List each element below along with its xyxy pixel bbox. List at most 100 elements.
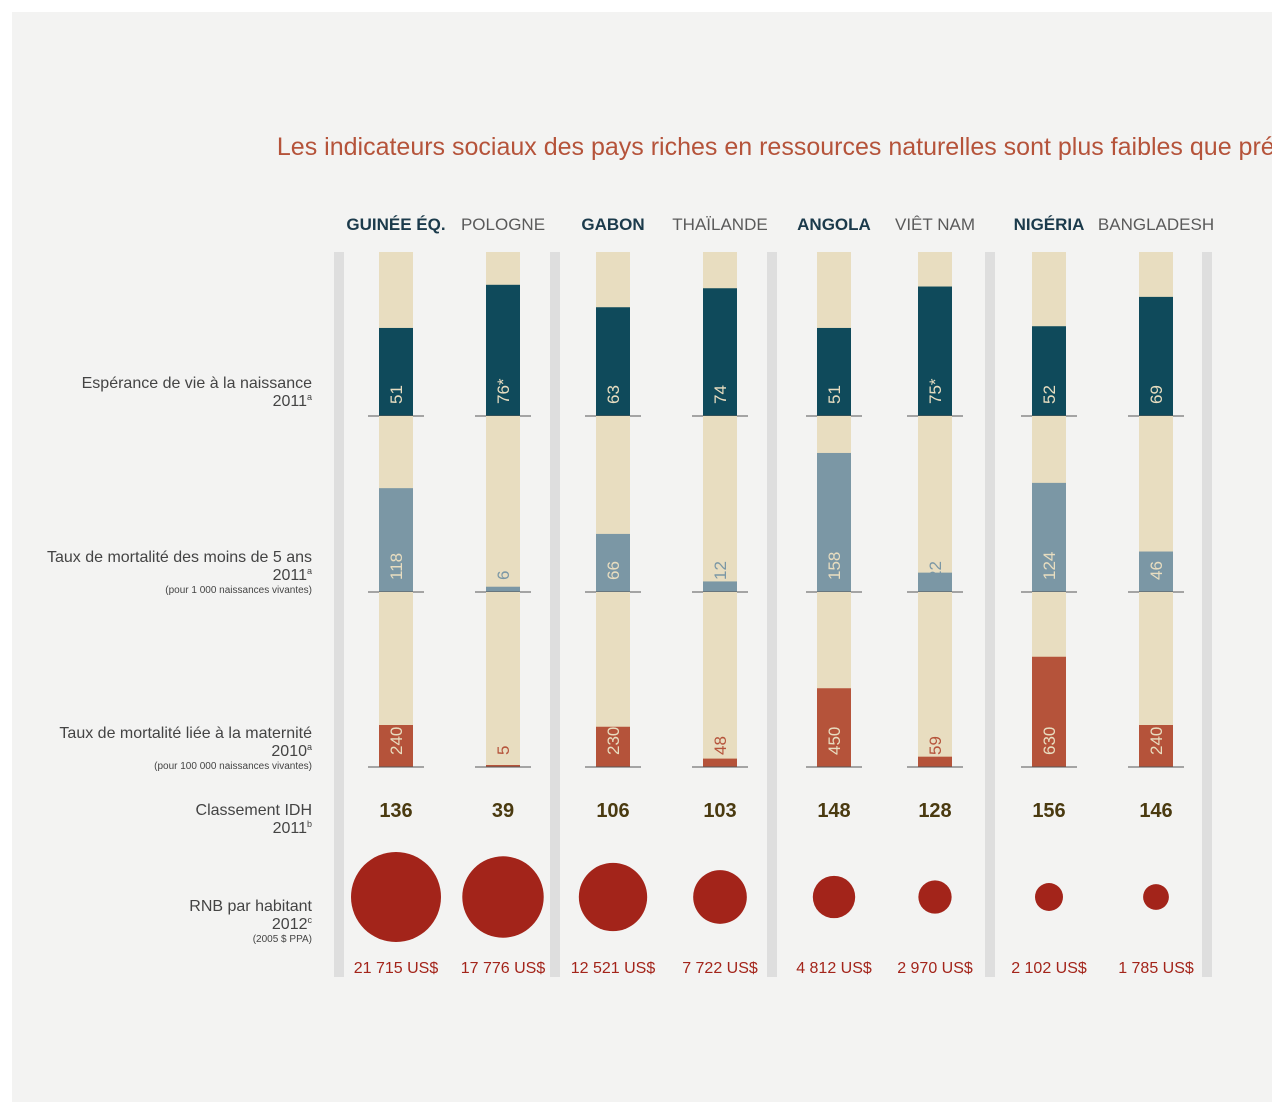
group-separators bbox=[334, 252, 1212, 977]
bar-track bbox=[486, 592, 520, 767]
bar-value-label: 74 bbox=[711, 385, 730, 404]
gni-bubble bbox=[1143, 884, 1169, 910]
row-year-under5_mortality: 2011a bbox=[273, 566, 312, 584]
bar-under5_mortality bbox=[379, 488, 413, 592]
bar-value-label: 66 bbox=[604, 561, 623, 580]
bar-track bbox=[918, 416, 952, 592]
bar-value-label: 118 bbox=[387, 553, 406, 580]
group-separator bbox=[334, 252, 344, 977]
row-label-hdi: Classement IDH bbox=[196, 802, 312, 819]
hdi-rank-value: 156 bbox=[1032, 800, 1065, 822]
hdi-rank-value: 106 bbox=[596, 800, 629, 822]
bar-value-label: 75* bbox=[926, 378, 945, 404]
bar-under5_mortality bbox=[486, 586, 520, 592]
row-label-under5_mortality: Taux de mortalité des moins de 5 ans bbox=[47, 549, 312, 566]
chart-svg: Les indicateurs sociaux des pays riches … bbox=[47, 133, 1272, 977]
group-separator bbox=[550, 252, 560, 977]
gni-value-label: 1 785 US$ bbox=[1118, 960, 1194, 977]
bar-value-label: 63 bbox=[604, 385, 623, 404]
bar-life_expectancy bbox=[379, 327, 413, 416]
country-headers: GUINÉE ÉQ. POLOGNE GABON THAÏLANDE ANGOLA VIÊ… bbox=[346, 215, 1214, 234]
bar-track bbox=[918, 592, 952, 767]
row-year-hdi: 2011b bbox=[273, 819, 312, 837]
gni-value-label: 17 776 US$ bbox=[461, 960, 546, 977]
country-label: VIÊT NAM bbox=[895, 215, 975, 234]
hdi-rank-value: 103 bbox=[703, 800, 736, 822]
bar-maternal_mortality bbox=[596, 726, 630, 767]
group-separator bbox=[985, 252, 995, 977]
gni-value-label: 7 722 US$ bbox=[682, 960, 758, 977]
row-unit-under5_mortality: (pour 1 000 naissances vivantes) bbox=[165, 585, 312, 596]
row-year-gni: 2012c bbox=[272, 915, 313, 933]
country-label: GABON bbox=[581, 215, 644, 234]
bar-under5_mortality bbox=[1139, 551, 1173, 592]
bar-value-label: 630 bbox=[1040, 727, 1059, 755]
bar-track bbox=[703, 592, 737, 767]
chart-panel: Les indicateurs sociaux des pays riches … bbox=[12, 12, 1272, 1102]
bar-value-label: 48 bbox=[711, 736, 730, 755]
gni-bubble bbox=[1034, 882, 1064, 912]
bar-maternal_mortality bbox=[817, 688, 851, 767]
bar-maternal_mortality bbox=[486, 765, 520, 767]
hdi-rank-value: 128 bbox=[918, 800, 951, 822]
bar-value-label: 450 bbox=[825, 727, 844, 755]
bar-maternal_mortality bbox=[703, 758, 737, 767]
row-year-maternal_mortality: 2010a bbox=[271, 742, 312, 760]
bar-value-label: 240 bbox=[1147, 727, 1166, 755]
bar-under5_mortality bbox=[918, 572, 952, 592]
country-label: GUINÉE ÉQ. bbox=[346, 215, 445, 234]
bar-maternal_mortality bbox=[1032, 656, 1066, 767]
bar-life_expectancy bbox=[817, 327, 851, 416]
bar-value-label: 46 bbox=[1147, 561, 1166, 580]
bar-value-label: 51 bbox=[387, 385, 406, 404]
bar-track bbox=[703, 416, 737, 592]
bar-value-label: 240 bbox=[387, 727, 406, 755]
row-labels: Espérance de vie à la naissance2011aTaux… bbox=[47, 375, 312, 772]
hdi-rank-value: 148 bbox=[817, 800, 850, 822]
bar-life_expectancy bbox=[1139, 296, 1173, 416]
row-label-gni: RNB par habitant bbox=[189, 898, 312, 915]
bar-value-label: 12 bbox=[711, 561, 730, 580]
gni-value-label: 4 812 US$ bbox=[796, 960, 872, 977]
row-unit-gni: (2005 $ PPA) bbox=[253, 934, 312, 945]
bar-value-label: 6 bbox=[494, 571, 513, 580]
bar-maternal_mortality bbox=[918, 756, 952, 767]
bar-life_expectancy bbox=[596, 307, 630, 416]
bar-under5_mortality bbox=[596, 533, 630, 592]
hdi-rank-value: 136 bbox=[379, 800, 412, 822]
bar-value-label: 69 bbox=[1147, 385, 1166, 404]
bar-track bbox=[486, 416, 520, 592]
gni-value-label: 2 102 US$ bbox=[1011, 960, 1087, 977]
gni-value-label: 2 970 US$ bbox=[897, 960, 973, 977]
bar-life_expectancy bbox=[1032, 326, 1066, 416]
bar-maternal_mortality bbox=[379, 725, 413, 767]
row-year-life_expectancy: 2011a bbox=[273, 392, 312, 410]
country-label: NIGÉRIA bbox=[1014, 215, 1085, 234]
gni-bubble bbox=[918, 880, 952, 914]
bar-value-label: 52 bbox=[1040, 385, 1059, 404]
gni-bubble bbox=[462, 856, 544, 938]
gni-value-label: 12 521 US$ bbox=[571, 960, 656, 977]
chart-title: Les indicateurs sociaux des pays riches … bbox=[277, 133, 1272, 161]
bar-under5_mortality bbox=[703, 581, 737, 592]
bar-life_expectancy bbox=[486, 284, 520, 416]
bar-life_expectancy bbox=[918, 286, 952, 416]
group-separator bbox=[767, 252, 777, 977]
bar-value-label: 51 bbox=[825, 385, 844, 404]
bar-value-label: 230 bbox=[604, 727, 623, 755]
bar-value-label: 158 bbox=[825, 552, 844, 580]
bar-value-label: 124 bbox=[1040, 552, 1059, 580]
bar-value-label: 59 bbox=[926, 736, 945, 755]
gni-value-label: 21 715 US$ bbox=[354, 960, 439, 977]
bar-life_expectancy bbox=[703, 288, 737, 416]
group-separator bbox=[1202, 252, 1212, 977]
country-label: THAÏLANDE bbox=[672, 215, 767, 234]
hdi-rank-value: 39 bbox=[492, 800, 514, 822]
country-label: BANGLADESH bbox=[1098, 215, 1214, 234]
gni-bubble bbox=[351, 852, 441, 942]
bar-under5_mortality bbox=[817, 452, 851, 592]
gni-bubble bbox=[693, 870, 747, 924]
row-unit-maternal_mortality: (pour 100 000 naissances vivantes) bbox=[154, 761, 312, 772]
